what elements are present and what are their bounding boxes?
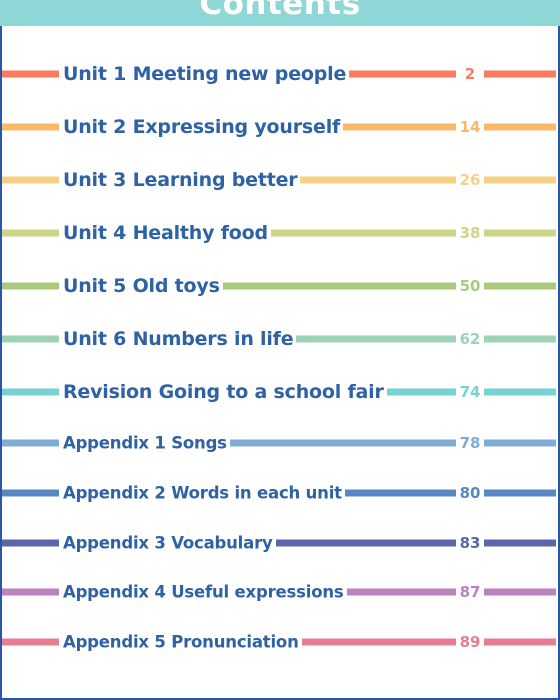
page-number: 80 <box>456 484 484 502</box>
entry-title: Unit 4 Healthy food <box>63 222 271 244</box>
color-bar-middle <box>347 588 456 596</box>
toc-entry-unit-2[interactable]: Unit 2 Expressing yourself 14 <box>0 114 560 140</box>
toc-entry-unit-4[interactable]: Unit 4 Healthy food 38 <box>0 220 560 246</box>
contents-header: Contents <box>0 0 560 26</box>
color-bar-right <box>484 439 556 447</box>
page-number: 74 <box>456 383 484 401</box>
color-bar-right <box>484 638 556 646</box>
toc-entry-revision[interactable]: Revision Going to a school fair 74 <box>0 379 560 405</box>
color-bar-left <box>2 282 59 290</box>
page-number: 89 <box>456 633 484 651</box>
page-title: Contents <box>199 0 361 22</box>
toc-entry-unit-3[interactable]: Unit 3 Learning better 26 <box>0 167 560 193</box>
toc-entry-appendix-1[interactable]: Appendix 1 Songs 78 <box>0 430 560 456</box>
page-number: 78 <box>456 434 484 452</box>
color-bar-middle <box>343 123 456 131</box>
color-bar-middle <box>271 229 456 237</box>
color-bar-right <box>484 388 556 396</box>
color-bar-middle <box>300 176 456 184</box>
toc-entry-appendix-2[interactable]: Appendix 2 Words in each unit 80 <box>0 480 560 506</box>
color-bar-middle <box>230 439 456 447</box>
entry-title: Revision Going to a school fair <box>63 381 387 403</box>
color-bar-left <box>2 638 59 646</box>
color-bar-right <box>484 335 556 343</box>
color-bar-middle <box>302 638 456 646</box>
toc-entry-unit-6[interactable]: Unit 6 Numbers in life 62 <box>0 326 560 352</box>
toc-entry-appendix-4[interactable]: Appendix 4 Useful expressions 87 <box>0 579 560 605</box>
color-bar-left <box>2 123 59 131</box>
entry-title: Unit 2 Expressing yourself <box>63 116 344 138</box>
color-bar-right <box>484 176 556 184</box>
color-bar-middle <box>296 335 456 343</box>
color-bar-left <box>2 588 59 596</box>
page-number: 14 <box>456 118 484 136</box>
toc-entry-appendix-5[interactable]: Appendix 5 Pronunciation 89 <box>0 629 560 655</box>
color-bar-right <box>484 123 556 131</box>
color-bar-left <box>2 539 59 547</box>
color-bar-middle <box>276 539 456 547</box>
color-bar-right <box>484 229 556 237</box>
color-bar-left <box>2 489 59 497</box>
color-bar-left <box>2 70 59 78</box>
color-bar-left <box>2 229 59 237</box>
entry-title: Unit 6 Numbers in life <box>63 328 297 350</box>
page-number: 2 <box>456 65 484 83</box>
entry-title: Appendix 2 Words in each unit <box>63 483 345 503</box>
page-number: 87 <box>456 583 484 601</box>
color-bar-right <box>484 489 556 497</box>
color-bar-middle <box>345 489 456 497</box>
toc-entry-appendix-3[interactable]: Appendix 3 Vocabulary 83 <box>0 530 560 556</box>
color-bar-right <box>484 282 556 290</box>
color-bar-middle <box>387 388 456 396</box>
entry-title: Appendix 3 Vocabulary <box>63 533 276 553</box>
entry-title: Unit 1 Meeting new people <box>63 63 350 85</box>
color-bar-left <box>2 388 59 396</box>
entry-title: Appendix 1 Songs <box>63 433 230 453</box>
color-bar-left <box>2 439 59 447</box>
page-number: 83 <box>456 534 484 552</box>
entry-title: Unit 3 Learning better <box>63 169 301 191</box>
page-number: 38 <box>456 224 484 242</box>
color-bar-middle <box>223 282 456 290</box>
color-bar-left <box>2 335 59 343</box>
toc-entry-unit-5[interactable]: Unit 5 Old toys 50 <box>0 273 560 299</box>
page-number: 26 <box>456 171 484 189</box>
page-number: 62 <box>456 330 484 348</box>
entry-title: Appendix 5 Pronunciation <box>63 632 302 652</box>
toc-entry-unit-1[interactable]: Unit 1 Meeting new people 2 <box>0 61 560 87</box>
color-bar-right <box>484 539 556 547</box>
entry-title: Unit 5 Old toys <box>63 275 223 297</box>
color-bar-right <box>484 588 556 596</box>
entry-title: Appendix 4 Useful expressions <box>63 582 347 602</box>
color-bar-middle <box>349 70 456 78</box>
page-number: 50 <box>456 277 484 295</box>
color-bar-left <box>2 176 59 184</box>
color-bar-right <box>484 70 556 78</box>
